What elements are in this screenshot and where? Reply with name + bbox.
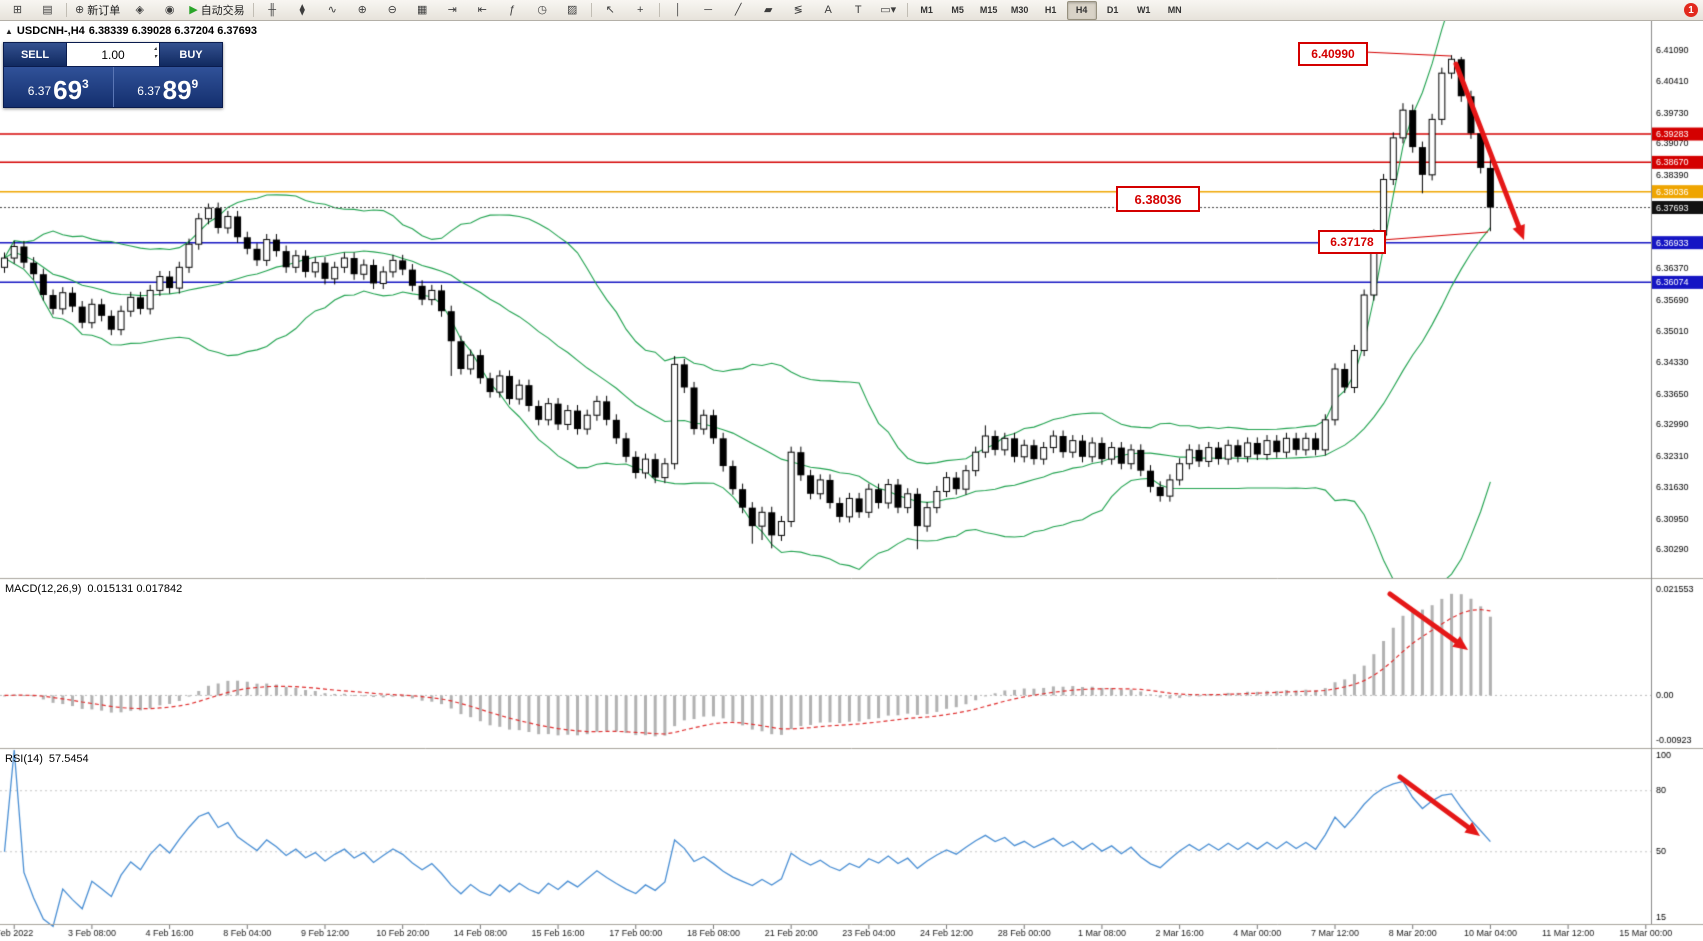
sell-price-base: 6.37 xyxy=(27,84,52,98)
volume-stepper[interactable]: ▴ ▾ xyxy=(154,45,157,61)
timeframe-mn-button[interactable]: MN xyxy=(1167,5,1182,15)
cursor-button[interactable]: ↖ xyxy=(605,3,615,16)
macd-values: 0.015131 0.017842 xyxy=(87,583,183,595)
shapes-button[interactable]: ▭▾ xyxy=(880,3,897,16)
timeframe-m30-button[interactable]: M30 xyxy=(1010,5,1029,15)
buy-price-display[interactable]: 6.37 89 9 xyxy=(114,67,223,107)
toolbar-separator xyxy=(658,3,660,17)
toolbar-separator xyxy=(590,3,592,17)
templates-button[interactable]: ▨ xyxy=(566,3,578,16)
auto-scroll-button[interactable]: ⇥ xyxy=(447,3,457,16)
one-click-trading-panel: SELL 1.00 ▴ ▾ BUY 6.37 69 3 6.37 89 9 xyxy=(3,42,223,108)
volume-value: 1.00 xyxy=(101,47,125,62)
timeframe-h1-button[interactable]: H1 xyxy=(1044,5,1057,15)
timeframe-m5-button[interactable]: M5 xyxy=(951,5,964,15)
periods-button[interactable]: ◷ xyxy=(537,3,547,16)
price-callout-low[interactable]: 6.37178 xyxy=(1318,230,1386,254)
crosshair-button[interactable]: + xyxy=(636,3,644,16)
volume-input[interactable]: 1.00 ▴ ▾ xyxy=(67,43,159,66)
sell-price-display[interactable]: 6.37 69 3 xyxy=(4,67,114,107)
price-callout-high[interactable]: 6.40990 xyxy=(1298,42,1368,66)
toolbar-separator xyxy=(906,3,908,17)
buy-button[interactable]: BUY xyxy=(159,43,222,66)
ohlc-values: 6.38339 6.39028 6.37204 6.37693 xyxy=(88,25,257,37)
timeframe-w1-button[interactable]: W1 xyxy=(1136,5,1151,15)
macd-name: MACD(12,26,9) xyxy=(5,583,82,595)
market-button[interactable]: ◉ xyxy=(164,3,175,16)
sell-button[interactable]: SELL xyxy=(4,43,67,66)
candlestick-button[interactable]: ⧫ xyxy=(299,3,305,16)
line-chart-button[interactable]: ∿ xyxy=(327,3,337,16)
text-button[interactable]: A xyxy=(824,3,832,16)
rsi-name: RSI(14) xyxy=(5,753,43,765)
toolbar-separator xyxy=(252,3,254,17)
new-chart-button[interactable]: ⊞ xyxy=(12,3,23,16)
metaeditor-button[interactable]: ◈ xyxy=(135,3,144,16)
autotrading-button[interactable]: ▶ 自动交易 xyxy=(189,3,245,17)
zoom-out-button[interactable]: ⊖ xyxy=(387,3,397,16)
toolbar-separator xyxy=(66,3,67,17)
tile-windows-button[interactable]: ▦ xyxy=(416,3,428,16)
price-callout-mid[interactable]: 6.38036 xyxy=(1116,186,1200,212)
horizontal-line-button[interactable]: ─ xyxy=(704,3,713,16)
spin-up-icon[interactable]: ▴ xyxy=(153,46,157,52)
spin-down-icon[interactable]: ▾ xyxy=(153,54,157,60)
fibonacci-button[interactable]: ≶ xyxy=(793,3,803,16)
timeframe-d1-button[interactable]: D1 xyxy=(1106,5,1119,15)
channel-button[interactable]: ▰ xyxy=(763,3,773,16)
vertical-line-button[interactable]: │ xyxy=(674,3,682,16)
chart-symbol-ohlc: ▲ USDCNH-,H4 6.38339 6.39028 6.37204 6.376… xyxy=(5,25,261,37)
toolbar-buttons: ⊞ ▤ ⊕ 新订单 ◈ ◉ ▶ 自动交易 ╫ ⧫ ∿ ⊕ ⊖ ▦ ⇥ ⇤ ƒ ◷ ▨ ↖ + │ ─ ╱ ▰ ≶ A T ▭▾ M1 M5 M… xyxy=(3,0,1190,20)
panel-collapse-icon[interactable]: ▲ xyxy=(5,27,13,36)
symbol-period-label: USDCNH-,H4 xyxy=(16,25,85,37)
zoom-in-button[interactable]: ⊕ xyxy=(357,3,367,16)
macd-indicator-label: MACD(12,26,9) 0.015131 0.017842 xyxy=(5,583,188,595)
toolbar: ⊞ ▤ ⊕ 新订单 ◈ ◉ ▶ 自动交易 ╫ ⧫ ∿ ⊕ ⊖ ▦ ⇥ ⇤ ƒ ◷ ▨ ↖ + │ ─ ╱ ▰ ≶ A T ▭▾ M1 M5 M… xyxy=(0,0,1703,21)
profiles-button[interactable]: ▤ xyxy=(42,3,53,16)
chart-canvas[interactable] xyxy=(0,20,1703,941)
timeframe-h4-button[interactable]: H4 xyxy=(1066,0,1097,20)
chart-shift-button[interactable]: ⇤ xyxy=(477,3,487,16)
buy-price-pips: 89 xyxy=(162,75,192,105)
buy-price-point: 9 xyxy=(191,77,199,91)
rsi-indicator-label: RSI(14) 57.5454 xyxy=(5,753,95,765)
buy-price-base: 6.37 xyxy=(137,84,161,98)
timeframe-m1-button[interactable]: M1 xyxy=(920,5,933,15)
sell-price-pips: 69 xyxy=(53,75,83,105)
bar-chart-button[interactable]: ╫ xyxy=(268,3,277,16)
new-order-button[interactable]: ⊕ 新订单 xyxy=(75,3,121,17)
timeframe-m15-button[interactable]: M15 xyxy=(979,5,998,15)
label-button[interactable]: T xyxy=(854,3,862,16)
sell-price-point: 3 xyxy=(82,77,89,91)
indicators-button[interactable]: ƒ xyxy=(509,3,516,16)
notification-badge[interactable]: 1 xyxy=(1684,3,1698,17)
rsi-value: 57.5454 xyxy=(48,753,89,765)
trendline-button[interactable]: ╱ xyxy=(734,3,742,16)
